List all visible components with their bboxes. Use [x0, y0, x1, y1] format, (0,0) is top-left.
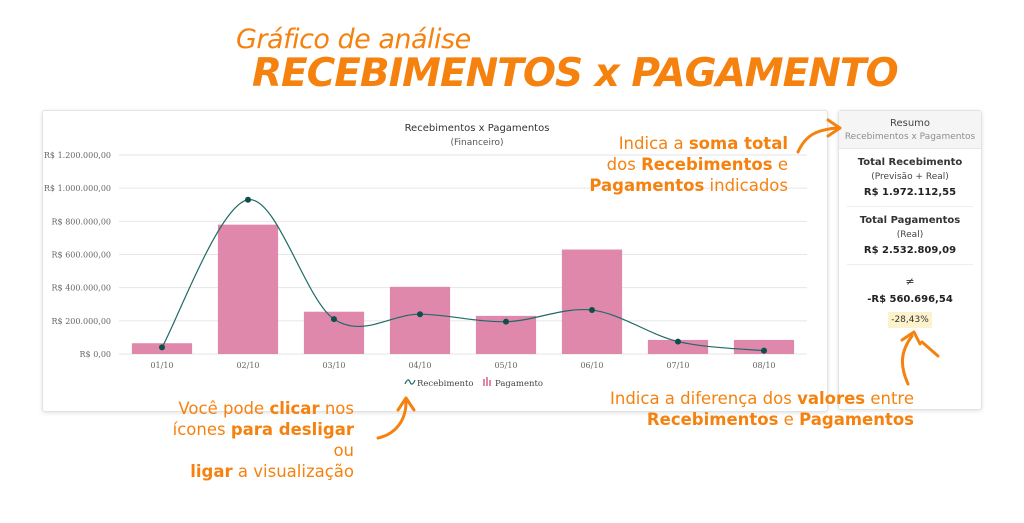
note-bold: Pagamentos	[799, 410, 914, 429]
total-recebimento-block: Total Recebimento (Previsão + Real) R$ 1…	[847, 149, 973, 207]
legend-pagamento-icon	[489, 380, 491, 386]
y-tick-label: R$ 800.000,00	[52, 217, 111, 226]
difference-value: -R$ 560.696,54	[867, 294, 953, 305]
y-tick-label: R$ 0,00	[80, 350, 111, 359]
bar-pagamento	[733, 339, 795, 354]
x-tick-label: 02/10	[236, 361, 259, 370]
total-recebimento-value: R$ 1.972.112,55	[863, 187, 957, 198]
total-pagamentos-block: Total Pagamentos (Real) R$ 2.532.809,09	[847, 207, 973, 265]
arrow-to-summary-icon	[796, 118, 842, 154]
note-diferenca: Indica a diferença dos valores entre Rec…	[560, 388, 914, 430]
heading-subtitle: Gráfico de análise	[236, 24, 471, 55]
bar-pagamento	[389, 286, 451, 354]
x-tick-label: 07/10	[666, 361, 689, 370]
note-bold: ligar	[190, 462, 233, 481]
total-recebimento-note: (Previsão + Real)	[871, 172, 949, 182]
chart-title: Recebimentos x Pagamentos	[405, 123, 550, 134]
total-pagamentos-note: (Real)	[896, 230, 924, 240]
note-text: Indica a diferença dos	[610, 389, 798, 408]
legend-pagamento-icon	[486, 377, 488, 386]
x-tick-label: 06/10	[580, 361, 603, 370]
difference-percent-badge: -28,43%	[888, 312, 932, 328]
chart-svg: Recebimentos x Pagamentos (Financeiro) R$ …	[44, 123, 807, 389]
summary-title: Resumo	[889, 118, 931, 129]
y-tick-label: R$ 1.200.000,00	[44, 151, 111, 160]
chart-card: Recebimentos x Pagamentos (Financeiro) R$ …	[42, 110, 828, 412]
summary-card: Resumo Recebimentos x Pagamentos Total R…	[838, 110, 982, 410]
note-bold: Recebimentos	[646, 410, 779, 429]
note-bold: Pagamentos	[589, 176, 705, 195]
heading-title: RECEBIMENTOS x PAGAMENTO	[252, 51, 899, 96]
note-bold: Recebimentos	[641, 155, 773, 174]
x-tick-label: 03/10	[322, 361, 345, 370]
bar-pagamento	[647, 339, 709, 354]
bar-pagamento	[561, 249, 623, 354]
summary-subtitle: Recebimentos x Pagamentos	[844, 132, 976, 142]
y-tick-label: R$ 1.000.000,00	[44, 184, 111, 193]
legend-pagamento-label: Pagamento	[495, 379, 543, 389]
note-bold: soma total	[688, 134, 788, 153]
legend-recebimento-label: Recebimento	[417, 379, 473, 389]
arrow-to-legend-icon	[376, 396, 416, 440]
x-tick-label: 04/10	[408, 361, 431, 370]
note-text: Você pode	[178, 399, 270, 418]
x-tick-label: 05/10	[494, 361, 517, 370]
note-text: e	[778, 410, 800, 429]
y-tick-label: R$ 600.000,00	[52, 251, 111, 260]
y-tick-label: R$ 400.000,00	[52, 284, 111, 293]
note-soma-total: Indica a soma total dos Recebimentos e P…	[560, 133, 788, 196]
difference-block: ≠ -R$ 560.696,54 -28,43%	[839, 275, 981, 328]
note-text: indicados	[704, 176, 788, 195]
note-text: ícones	[172, 420, 231, 439]
total-recebimento-label: Total Recebimento	[857, 157, 963, 168]
point-recebimento	[503, 318, 509, 325]
note-bold: para desligar	[230, 420, 354, 439]
x-tick-label: 01/10	[150, 361, 173, 370]
point-recebimento	[589, 307, 595, 314]
note-text: ou	[333, 441, 354, 460]
point-recebimento	[761, 347, 767, 354]
not-equal-symbol: ≠	[905, 275, 915, 288]
arrow-to-difference-icon	[900, 330, 940, 386]
point-recebimento	[417, 311, 423, 318]
point-recebimento	[159, 344, 165, 351]
point-recebimento	[245, 196, 251, 203]
note-bold: valores	[797, 389, 866, 408]
summary-header: Resumo Recebimentos x Pagamentos	[839, 111, 981, 149]
point-recebimento	[675, 338, 681, 345]
x-tick-label: 08/10	[752, 361, 775, 370]
note-bold: clicar	[269, 399, 320, 418]
note-text: Indica a	[618, 134, 689, 153]
note-text: e	[772, 155, 788, 174]
y-tick-label: R$ 200.000,00	[52, 317, 111, 326]
note-text: nos	[319, 399, 354, 418]
chart-subtitle: (Financeiro)	[451, 138, 504, 148]
note-text: a visualização	[232, 462, 354, 481]
total-pagamentos-label: Total Pagamentos	[859, 215, 961, 226]
note-clicar-icones: Você pode clicar nos ícones para desliga…	[150, 398, 354, 482]
legend-pagamento-icon	[483, 379, 485, 386]
bar-pagamento	[217, 224, 279, 354]
legend-recebimento-icon	[404, 379, 416, 385]
total-pagamentos-value: R$ 2.532.809,09	[863, 245, 957, 256]
point-recebimento	[331, 316, 337, 323]
note-text: dos	[606, 155, 642, 174]
note-text: entre	[865, 389, 914, 408]
